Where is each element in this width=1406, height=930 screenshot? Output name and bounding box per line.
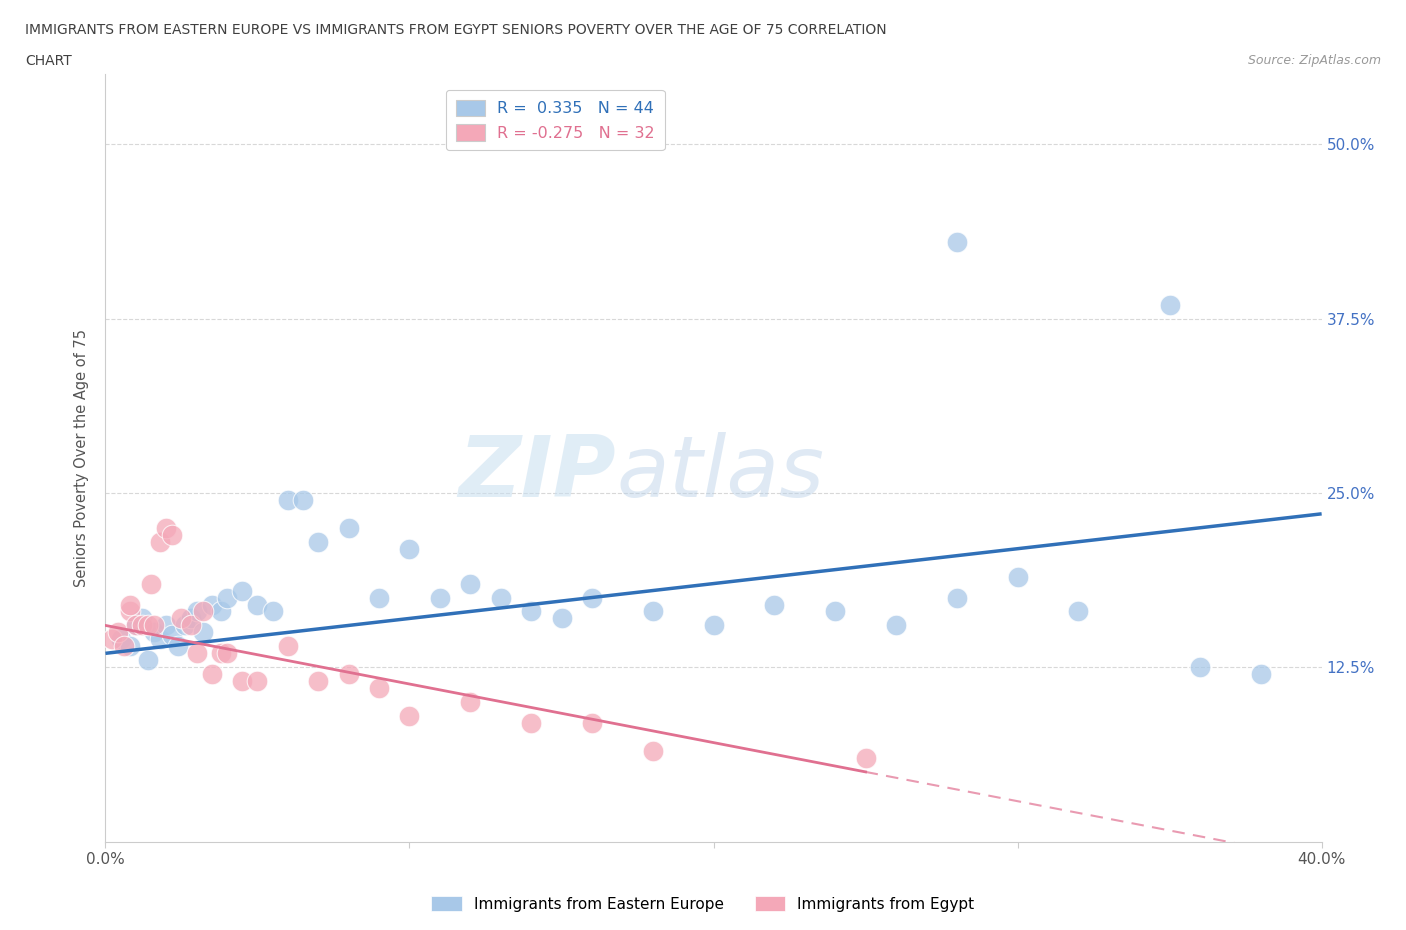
Point bbox=[180, 611, 202, 626]
Point bbox=[641, 604, 664, 619]
Point bbox=[143, 618, 166, 633]
Point bbox=[201, 667, 224, 682]
Point bbox=[209, 604, 232, 619]
Point bbox=[118, 639, 141, 654]
Point bbox=[368, 681, 391, 696]
Point bbox=[191, 604, 214, 619]
Point bbox=[143, 625, 166, 640]
Point bbox=[277, 639, 299, 654]
Point bbox=[398, 709, 420, 724]
Text: CHART: CHART bbox=[25, 54, 72, 68]
Y-axis label: Seniors Poverty Over the Age of 75: Seniors Poverty Over the Age of 75 bbox=[75, 329, 90, 587]
Point bbox=[170, 611, 193, 626]
Point bbox=[186, 646, 208, 661]
Legend: Immigrants from Eastern Europe, Immigrants from Egypt: Immigrants from Eastern Europe, Immigran… bbox=[425, 889, 981, 918]
Point bbox=[458, 577, 481, 591]
Point bbox=[945, 591, 967, 605]
Point bbox=[131, 611, 153, 626]
Point bbox=[368, 591, 391, 605]
Point bbox=[1250, 667, 1272, 682]
Point bbox=[246, 597, 269, 612]
Point bbox=[118, 604, 141, 619]
Point bbox=[489, 591, 512, 605]
Point bbox=[110, 632, 132, 647]
Point bbox=[581, 716, 603, 731]
Point bbox=[139, 577, 162, 591]
Point bbox=[136, 653, 159, 668]
Point bbox=[277, 493, 299, 508]
Point bbox=[1067, 604, 1090, 619]
Point bbox=[149, 535, 172, 550]
Point bbox=[702, 618, 725, 633]
Point bbox=[173, 618, 195, 633]
Point bbox=[180, 618, 202, 633]
Point bbox=[167, 639, 190, 654]
Point bbox=[429, 591, 451, 605]
Point bbox=[231, 674, 253, 689]
Point bbox=[136, 618, 159, 633]
Point bbox=[125, 618, 148, 633]
Point bbox=[855, 751, 877, 765]
Point bbox=[217, 591, 239, 605]
Point bbox=[100, 632, 122, 647]
Point bbox=[1007, 569, 1029, 584]
Point bbox=[307, 674, 329, 689]
Legend: R =  0.335   N = 44, R = -0.275   N = 32: R = 0.335 N = 44, R = -0.275 N = 32 bbox=[446, 90, 665, 151]
Point bbox=[162, 527, 184, 542]
Point bbox=[884, 618, 907, 633]
Point bbox=[824, 604, 846, 619]
Point bbox=[246, 674, 269, 689]
Point bbox=[520, 716, 543, 731]
Point bbox=[1159, 298, 1181, 312]
Point bbox=[763, 597, 786, 612]
Point bbox=[458, 695, 481, 710]
Point bbox=[191, 625, 214, 640]
Point bbox=[162, 628, 184, 643]
Text: Source: ZipAtlas.com: Source: ZipAtlas.com bbox=[1247, 54, 1381, 67]
Point bbox=[581, 591, 603, 605]
Point bbox=[155, 521, 177, 536]
Point bbox=[1188, 660, 1211, 675]
Point bbox=[307, 535, 329, 550]
Point bbox=[125, 618, 148, 633]
Text: ZIP: ZIP bbox=[458, 432, 616, 515]
Point bbox=[231, 583, 253, 598]
Point bbox=[641, 744, 664, 759]
Point bbox=[149, 632, 172, 647]
Point bbox=[155, 618, 177, 633]
Point bbox=[107, 625, 129, 640]
Point bbox=[186, 604, 208, 619]
Point bbox=[217, 646, 239, 661]
Point bbox=[550, 611, 572, 626]
Point bbox=[337, 521, 360, 536]
Point bbox=[209, 646, 232, 661]
Point bbox=[201, 597, 224, 612]
Point bbox=[292, 493, 315, 508]
Point bbox=[337, 667, 360, 682]
Text: atlas: atlas bbox=[616, 432, 824, 515]
Point bbox=[520, 604, 543, 619]
Point bbox=[262, 604, 284, 619]
Text: IMMIGRANTS FROM EASTERN EUROPE VS IMMIGRANTS FROM EGYPT SENIORS POVERTY OVER THE: IMMIGRANTS FROM EASTERN EUROPE VS IMMIGR… bbox=[25, 23, 887, 37]
Point bbox=[131, 618, 153, 633]
Point bbox=[112, 639, 135, 654]
Point bbox=[945, 234, 967, 249]
Point bbox=[118, 597, 141, 612]
Point bbox=[398, 541, 420, 556]
